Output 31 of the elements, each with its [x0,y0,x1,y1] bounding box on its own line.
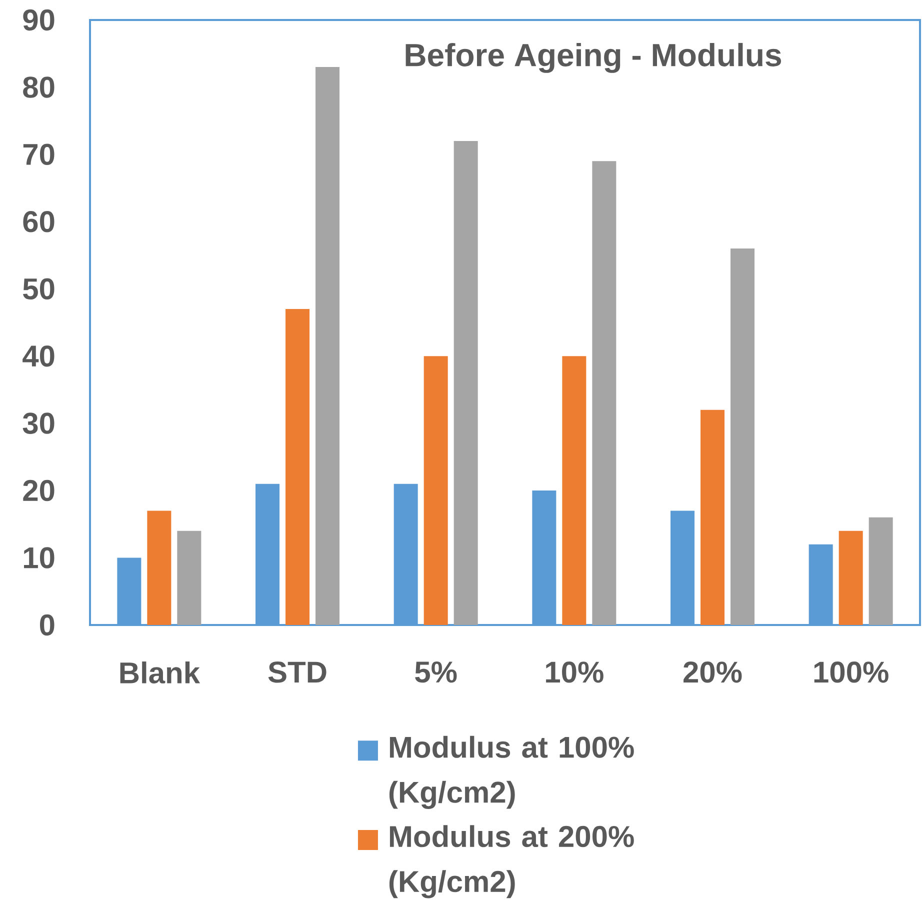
y-tick-label: 70 [23,144,54,166]
y-tick-label: 0 [40,614,54,636]
y-tick-label: 80 [23,76,54,98]
x-tick-label: 10% [546,662,604,683]
x-tick-label: 5% [415,662,457,683]
bar [592,161,616,625]
bar [147,510,172,625]
bar [838,530,863,625]
bar [286,309,310,625]
bar [868,517,893,625]
bar [177,530,202,625]
y-tick-label: 50 [23,278,54,300]
x-tick-label: 20% [684,662,742,683]
y-tick-label: 10 [24,547,54,568]
y-tick-label: 30 [22,412,54,434]
y-tick-label: 40 [22,345,54,367]
bar [316,67,340,625]
legend-label: Modulus at 100% (Kg/cm2) [389,736,634,809]
x-tick-label: STD [268,662,326,683]
legend-label: Modulus at 200% (Kg/cm2) [389,825,634,898]
x-tick-label: Blank [120,662,200,684]
y-tick-label: 60 [23,211,54,232]
bar [730,248,755,625]
bar [700,410,725,625]
y-tick-label: 90 [23,9,54,31]
x-tick-label: 100% [814,662,888,683]
bar [454,140,478,625]
bar [424,356,448,625]
bar [562,356,586,625]
text: Before Ageing - Modulus [406,42,782,73]
y-tick-label: 20 [23,480,54,502]
